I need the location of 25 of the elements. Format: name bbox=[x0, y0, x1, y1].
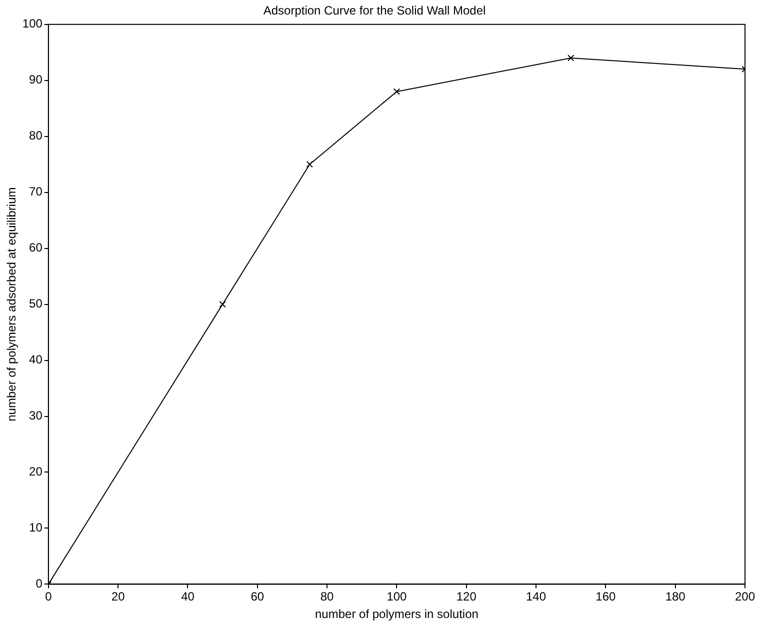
x-tick-label: 20 bbox=[111, 590, 126, 604]
y-tick-label: 100 bbox=[22, 16, 43, 31]
x-tick-label: 120 bbox=[456, 590, 477, 604]
y-tick-label: 10 bbox=[29, 520, 43, 535]
x-tick-label: 40 bbox=[181, 590, 195, 604]
x-tick-label: 80 bbox=[320, 590, 334, 604]
chart-title: Adsorption Curve for the Solid Wall Model bbox=[263, 4, 486, 18]
y-tick-label: 80 bbox=[29, 128, 43, 143]
y-tick-label: 20 bbox=[29, 464, 43, 479]
x-tick-label: 140 bbox=[526, 590, 546, 604]
x-tick-label: 200 bbox=[734, 590, 756, 604]
y-tick-label: 90 bbox=[29, 72, 43, 87]
y-tick-label: 60 bbox=[29, 240, 43, 255]
y-tick-label: 50 bbox=[29, 296, 43, 311]
y-axis-title: number of polymers adsorbed at equilibrium bbox=[4, 187, 19, 422]
x-tick-label: 180 bbox=[665, 590, 686, 604]
x-tick-label: 100 bbox=[386, 590, 408, 604]
y-tick-label: 0 bbox=[36, 576, 43, 591]
y-tick-label: 70 bbox=[29, 184, 43, 199]
x-tick-label: 160 bbox=[596, 590, 616, 604]
y-tick-label: 40 bbox=[29, 352, 43, 367]
x-tick-label: 0 bbox=[45, 590, 52, 604]
x-axis-title: number of polymers in solution bbox=[315, 607, 478, 622]
x-tick-label: 60 bbox=[250, 590, 264, 604]
y-tick-label: 30 bbox=[29, 408, 43, 423]
